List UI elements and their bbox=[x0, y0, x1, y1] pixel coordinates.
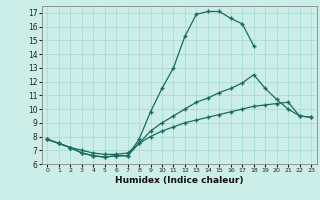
X-axis label: Humidex (Indice chaleur): Humidex (Indice chaleur) bbox=[115, 176, 244, 185]
